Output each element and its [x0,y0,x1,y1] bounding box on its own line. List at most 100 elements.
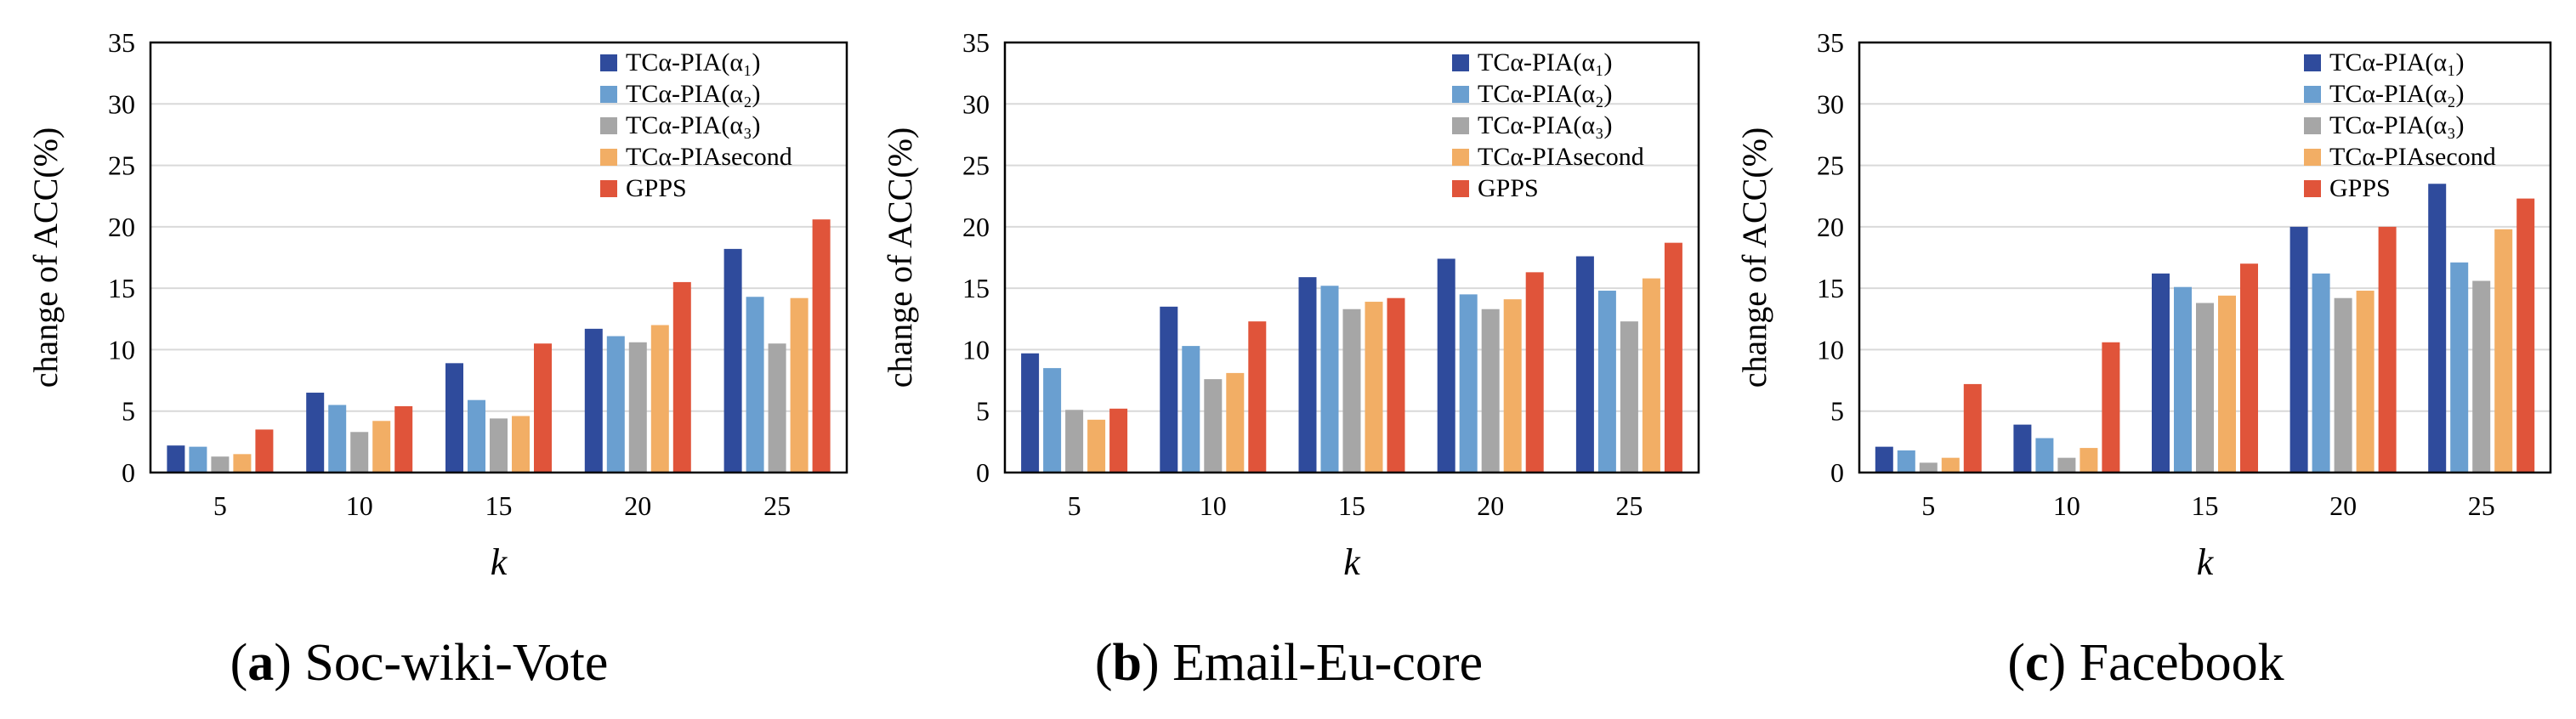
bar-a-k25-s5 [812,219,831,473]
legend-swatch-2 [1452,86,1469,103]
bar-a-k15-s1 [445,363,463,473]
bar-b-k20-s2 [1459,294,1478,473]
legend-swatch-2 [600,86,617,103]
y-tick-label: 15 [108,273,135,303]
legend-swatch-3 [600,117,617,134]
y-tick-label: 5 [976,396,990,427]
legend-label-4: TCα-PIAsecond [2329,143,2496,171]
y-tick-label: 30 [962,88,990,119]
y-tick-label: 20 [108,212,135,242]
bar-b-k15-s3 [1342,309,1361,473]
y-tick-label: 25 [1817,150,1844,181]
bar-b-k10-s4 [1226,372,1245,473]
bar-b-k10-s5 [1248,321,1267,473]
bar-a-k5-s5 [255,429,274,473]
panel-caption: (c) Facebook [2007,634,2284,692]
plot-frame [149,41,848,474]
legend-label-5: GPPS [1478,174,1539,202]
legend-label-2: TCα-PIA(α₂) [1478,80,1613,108]
legend-label-3: TCα-PIA(α₃) [2329,111,2465,139]
x-tick-label: 15 [1338,490,1365,521]
legend-label-2: TCα-PIA(α₂) [2329,80,2465,108]
legend-label-1: TCα-PIA(α₁) [626,48,761,76]
panel-a: 0 5 10 15 20 25 30 35 5 10 15 20 25 change of ACC(%) k… [26,27,848,692]
y-tick-label: 10 [962,334,990,365]
x-tick-label: 20 [624,490,651,521]
x-tick-label: 5 [1921,490,1935,521]
plot-frame [1003,41,1700,474]
bar-c-k25-s4 [2494,229,2513,473]
x-axis-label: k [2197,541,2215,583]
bar-a-k20-s1 [584,328,603,473]
y-tick-label: 25 [962,150,990,181]
y-tick-label: 0 [1830,457,1844,488]
bar-a-k10-s2 [328,405,347,473]
bar-a-k15-s5 [534,343,552,473]
panel-caption: (a) Soc-wiki-Vote [230,634,609,692]
legend-swatch-1 [1452,54,1469,71]
bar-b-k10-s2 [1182,346,1200,473]
bar-c-k20-s5 [2378,226,2397,473]
y-tick-label: 35 [108,27,135,58]
bar-c-k25-s1 [2428,184,2447,473]
bar-a-k20-s5 [672,281,691,473]
bar-a-k25-s2 [746,297,764,473]
bar-c-k10-s5 [2102,342,2120,473]
x-tick-label: 15 [485,490,513,521]
x-axis-label: k [1343,541,1361,583]
x-tick-label: 5 [213,490,227,521]
x-tick-label: 10 [2053,490,2080,521]
x-tick-label: 20 [2329,490,2357,521]
bar-c-k20-s4 [2356,291,2375,473]
bar-b-k25-s3 [1620,321,1638,473]
legend-swatch-2 [2304,86,2321,103]
y-tick-label: 35 [962,27,990,58]
bar-b-k5-s5 [1109,408,1128,473]
bar-b-k5-s3 [1065,410,1084,473]
legend-swatch-4 [600,149,617,166]
legend-swatch-3 [2304,117,2321,134]
bar-c-k10-s3 [2057,457,2076,473]
y-tick-label: 15 [962,273,990,303]
legend-swatch-5 [600,180,617,197]
x-tick-label: 10 [346,490,373,521]
bar-a-k20-s3 [628,342,647,473]
legend-swatch-4 [2304,149,2321,166]
bar-b-k15-s2 [1320,286,1339,473]
bar-c-k5-s2 [1897,450,1915,473]
bar-a-k10-s5 [394,405,413,473]
legend-label-4: TCα-PIAsecond [626,143,792,171]
legend-label-3: TCα-PIA(α₃) [1478,111,1613,139]
bar-b-k20-s3 [1481,309,1500,473]
bar-a-k10-s3 [350,432,369,473]
plot-frame [1858,41,2552,474]
bar-a-k5-s2 [189,446,207,473]
y-tick-label: 5 [1830,396,1844,427]
bar-a-k20-s2 [606,336,625,473]
legend-swatch-1 [600,54,617,71]
bar-c-k15-s5 [2240,263,2258,473]
bar-a-k15-s3 [490,418,508,473]
legend-swatch-4 [1452,149,1469,166]
y-tick-label: 15 [1817,273,1844,303]
bar-c-k25-s5 [2516,198,2535,473]
bar-b-k15-s4 [1365,302,1383,473]
bar-a-k25-s4 [790,297,809,473]
legend-label-5: GPPS [2329,174,2391,202]
bar-c-k10-s1 [2013,424,2032,473]
x-tick-label: 5 [1068,490,1081,521]
bar-a-k25-s3 [768,343,786,473]
legend-swatch-5 [1452,180,1469,197]
bar-a-k10-s1 [306,393,325,473]
y-axis-label: change of ACC(%) [26,127,65,388]
legend-label-1: TCα-PIA(α₁) [2329,48,2465,76]
panel-b: 0 5 10 15 20 25 30 35 5 10 15 20 25 change of ACC(%) k… [881,27,1700,692]
y-tick-label: 10 [1817,334,1844,365]
y-tick-label: 5 [122,396,135,427]
bar-c-k20-s1 [2289,226,2308,473]
bar-a-k10-s4 [372,421,391,473]
bar-c-k10-s4 [2080,448,2098,473]
bar-a-k25-s1 [723,248,742,473]
x-tick-label: 10 [1200,490,1227,521]
